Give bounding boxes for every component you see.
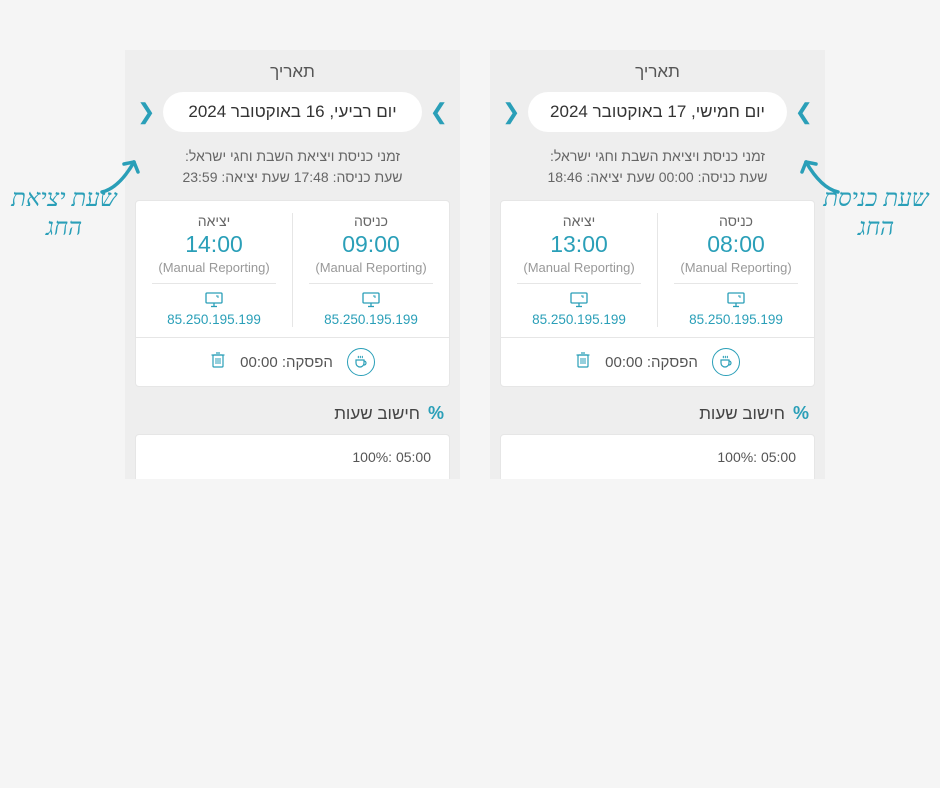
shabbat-times-info: זמני כניסת ויציאת השבת וחגי ישראל: שעת כ… [135,146,450,188]
date-header-label: תאריך [500,62,815,82]
annotation-left: שעת יציאת החג [4,185,124,243]
annotation-right: שעת כניסת החג [816,185,936,243]
entry-ip[interactable]: 85.250.195.199 [664,312,808,327]
shabbat-line2: שעת כניסה: 17:48 שעת יציאה: 23:59 [135,167,450,188]
monitor-icon [664,292,808,308]
hours-calc-title: חישוב שעות [334,404,420,424]
hours-calc-header: % חישוב שעות [500,387,815,434]
hours-calc-value: 100%: 05:00 [352,449,431,465]
date-header-label: תאריך [135,62,450,82]
trash-icon[interactable] [210,351,226,373]
break-row: הפסקה: 00:00 [136,337,449,376]
date-navigator: ❯ יום רביעי, 16 באוקטובר 2024 ❮ [135,92,450,132]
coffee-icon[interactable] [712,348,740,376]
entry-ip[interactable]: 85.250.195.199 [299,312,443,327]
entry-label: כניסה [299,213,443,229]
shabbat-line1: זמני כניסת ויציאת השבת וחגי ישראל: [135,146,450,167]
shabbat-line2: שעת כניסה: 00:00 שעת יציאה: 18:46 [500,167,815,188]
date-navigator: ❯ יום חמישי, 17 באוקטובר 2024 ❮ [500,92,815,132]
coffee-icon[interactable] [347,348,375,376]
next-day-chevron[interactable]: ❮ [135,99,157,125]
entry-label: כניסה [664,213,808,229]
shabbat-times-info: זמני כניסת ויציאת השבת וחגי ישראל: שעת כ… [500,146,815,188]
time-entries-box: כניסה 08:00 (Manual Reporting) 85.250.19… [500,200,815,387]
hours-calc-title: חישוב שעות [699,404,785,424]
exit-ip[interactable]: 85.250.195.199 [142,312,286,327]
date-display[interactable]: יום רביעי, 16 באוקטובר 2024 [163,92,421,132]
shabbat-line1: זמני כניסת ויציאת השבת וחגי ישראל: [500,146,815,167]
exit-time[interactable]: 13:00 [507,231,651,258]
percent-icon: % [793,403,809,424]
exit-time[interactable]: 14:00 [142,231,286,258]
exit-manual-note: (Manual Reporting) [142,260,286,275]
entry-time[interactable]: 09:00 [299,231,443,258]
exit-column: יציאה 13:00 (Manual Reporting) 85.250.19… [501,213,657,327]
percent-icon: % [428,403,444,424]
day-card: תאריך ❯ יום חמישי, 17 באוקטובר 2024 ❮ זמ… [490,50,825,479]
trash-icon[interactable] [575,351,591,373]
exit-label: יציאה [142,213,286,229]
date-display[interactable]: יום חמישי, 17 באוקטובר 2024 [528,92,786,132]
exit-manual-note: (Manual Reporting) [507,260,651,275]
hours-calc-box: 100%: 05:00 [500,434,815,479]
monitor-icon [299,292,443,308]
entry-column: כניסה 08:00 (Manual Reporting) 85.250.19… [657,213,814,327]
break-row: הפסקה: 00:00 [501,337,814,376]
exit-ip[interactable]: 85.250.195.199 [507,312,651,327]
entry-manual-note: (Manual Reporting) [664,260,808,275]
day-card: תאריך ❯ יום רביעי, 16 באוקטובר 2024 ❮ זמ… [125,50,460,479]
entry-manual-note: (Manual Reporting) [299,260,443,275]
cards-container: תאריך ❯ יום רביעי, 16 באוקטובר 2024 ❮ זמ… [125,50,825,479]
break-label: הפסקה: 00:00 [605,354,698,371]
hours-calc-value: 100%: 05:00 [717,449,796,465]
prev-day-chevron[interactable]: ❯ [793,99,815,125]
hours-calc-header: % חישוב שעות [135,387,450,434]
monitor-icon [142,292,286,308]
entry-column: כניסה 09:00 (Manual Reporting) 85.250.19… [292,213,449,327]
monitor-icon [507,292,651,308]
prev-day-chevron[interactable]: ❯ [428,99,450,125]
break-label: הפסקה: 00:00 [240,354,333,371]
entry-time[interactable]: 08:00 [664,231,808,258]
exit-column: יציאה 14:00 (Manual Reporting) 85.250.19… [136,213,292,327]
hours-calc-box: 100%: 05:00 [135,434,450,479]
next-day-chevron[interactable]: ❮ [500,99,522,125]
time-entries-box: כניסה 09:00 (Manual Reporting) 85.250.19… [135,200,450,387]
exit-label: יציאה [507,213,651,229]
